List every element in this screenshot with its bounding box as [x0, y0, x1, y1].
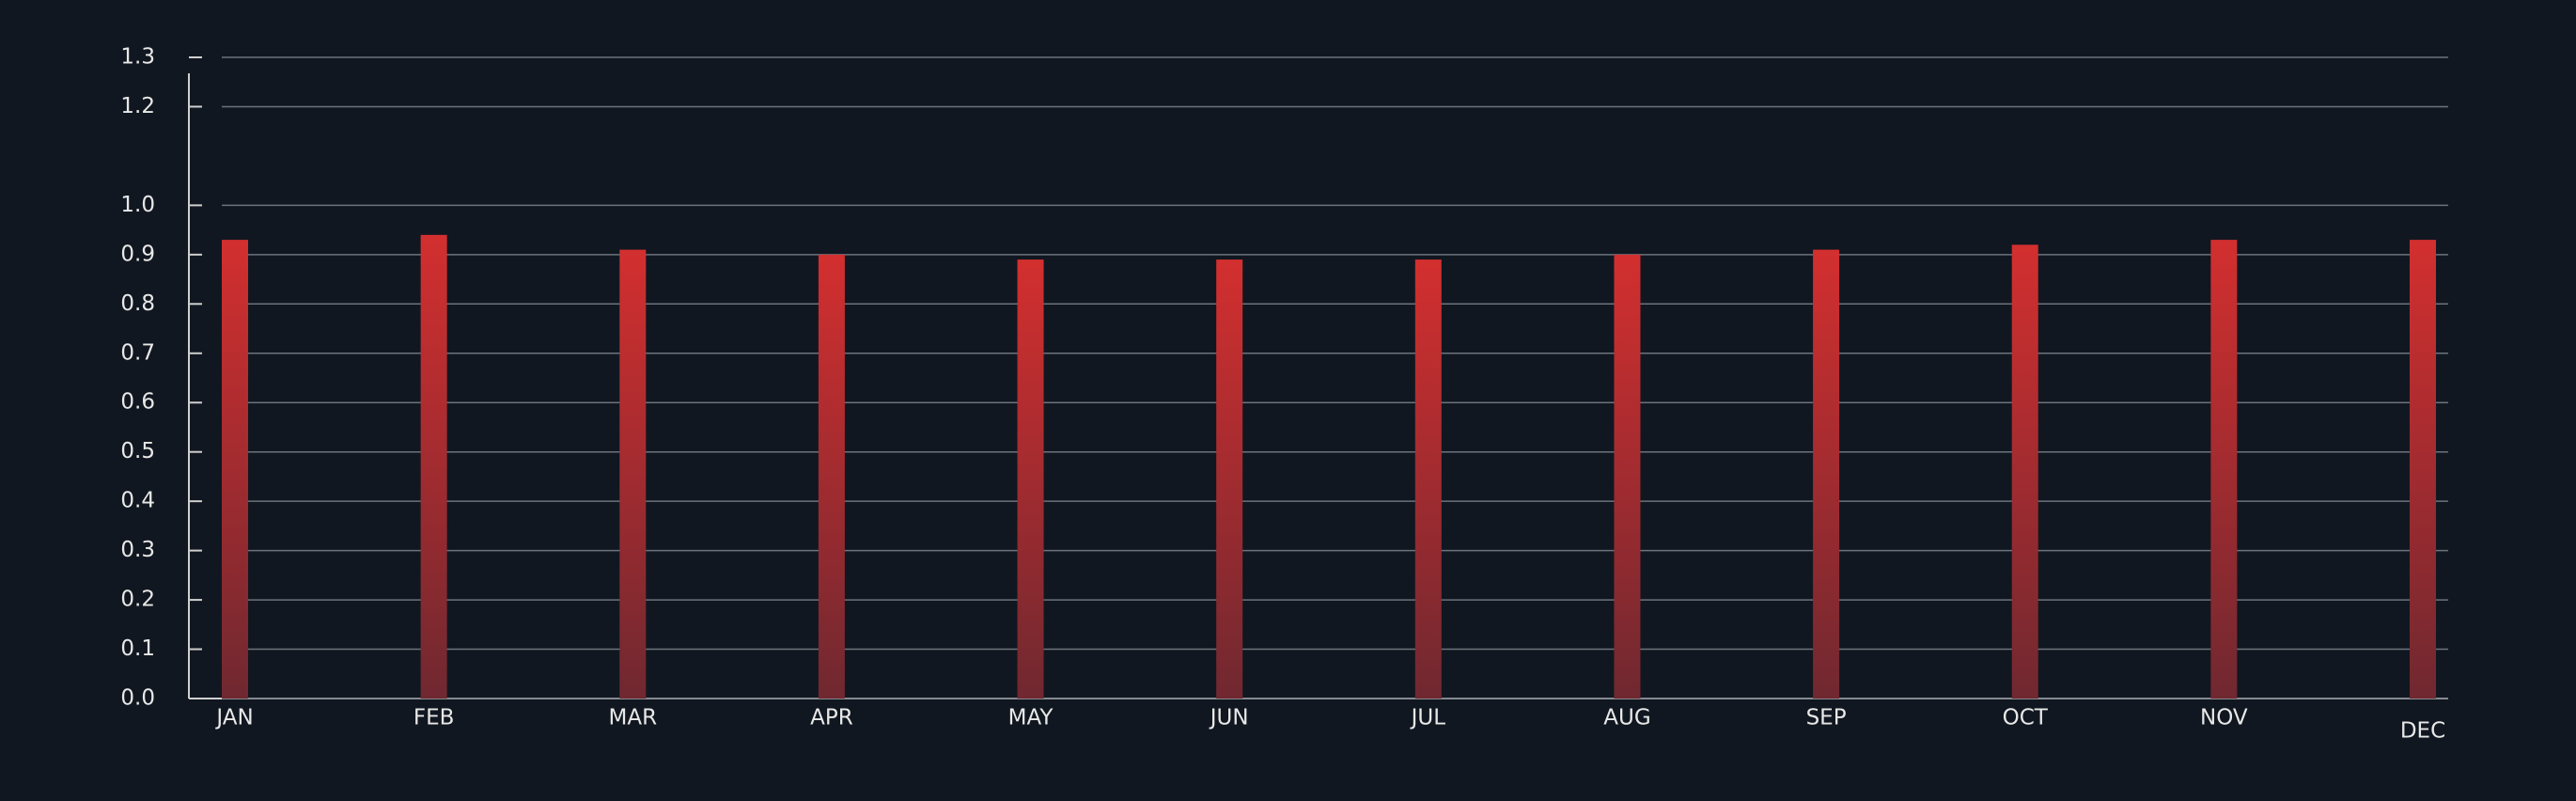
x-tick-label: MAR [608, 706, 657, 730]
bar [1414, 259, 1442, 699]
y-tick-label: 1.0 [120, 193, 155, 217]
bar [2410, 240, 2436, 699]
y-tick-label: 0.0 [120, 686, 155, 711]
y-tick-label: 0.2 [120, 588, 155, 612]
x-tick-label: FEB [414, 706, 455, 730]
x-tick-label: OCT [2003, 706, 2049, 730]
x-tick-label: SEP [1806, 706, 1847, 730]
y-tick-label: 0.9 [120, 242, 155, 266]
bar [1216, 259, 1243, 699]
x-tick-label: MAY [1008, 706, 1054, 730]
bar [222, 240, 248, 699]
y-tick-label: 1.3 [120, 45, 155, 70]
bar [1813, 249, 1840, 699]
y-tick-label: 1.2 [120, 94, 155, 118]
bar [818, 254, 845, 699]
y-tick-label: 0.5 [120, 439, 155, 463]
x-tick-label: DEC [2400, 719, 2445, 744]
x-tick-label: JAN [214, 706, 253, 730]
y-tick-label: 0.3 [120, 538, 155, 562]
bar [420, 234, 447, 699]
bar [2210, 240, 2238, 699]
bar [1614, 254, 1641, 699]
y-tick-label: 0.1 [120, 636, 155, 661]
bar [1017, 259, 1044, 699]
x-tick-label: JUN [1209, 706, 1249, 730]
bar [2011, 244, 2038, 699]
y-tick-label: 0.7 [120, 340, 155, 365]
y-tick-label: 0.8 [120, 291, 155, 316]
x-tick-label: APR [810, 706, 853, 730]
y-tick-label: 0.6 [120, 390, 155, 415]
x-tick-label: JUL [1410, 706, 1446, 730]
x-tick-label: AUG [1603, 706, 1650, 730]
y-tick-label: 0.4 [120, 489, 155, 513]
x-tick-label: NOV [2200, 706, 2248, 730]
bar [619, 249, 647, 699]
